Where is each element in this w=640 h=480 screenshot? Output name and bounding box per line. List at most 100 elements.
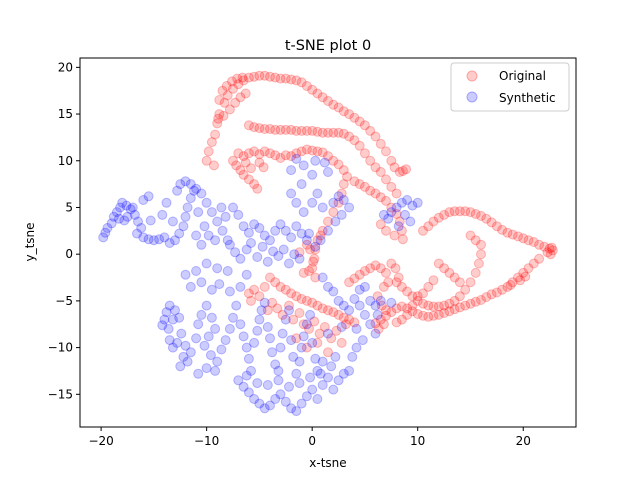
data-point-original [513,231,523,242]
data-point-original [333,102,344,113]
data-point-original [372,291,383,302]
data-point-synthetic [231,300,242,311]
data-point-original [288,314,299,325]
data-point-original [309,316,320,327]
data-point-synthetic [191,333,202,344]
data-point-synthetic [222,266,233,276]
data-point-synthetic [254,223,265,233]
y-tick-label: −10 [48,341,73,355]
data-point-synthetic [347,351,358,362]
data-point-original [291,75,302,86]
legend-marker-original [466,70,478,82]
data-point-synthetic [143,234,154,245]
points-layer [98,70,558,417]
data-point-original [291,125,302,136]
data-point-original [265,71,275,82]
data-point-original [265,148,275,159]
data-point-synthetic [280,314,291,325]
data-point-synthetic [286,403,297,414]
data-point-original [412,309,423,319]
data-point-original [243,148,254,159]
data-point-original [307,145,318,156]
data-point-synthetic [359,309,370,320]
data-point-synthetic [206,207,217,218]
data-point-original [312,146,323,157]
data-point-synthetic [185,281,196,292]
data-point-synthetic [170,305,180,316]
data-point-original [444,267,455,278]
data-point-synthetic [291,221,302,232]
data-point-synthetic [280,225,291,236]
data-point-synthetic [354,284,365,295]
data-point-original [433,212,444,223]
data-point-original [275,153,286,163]
data-point-original [365,125,376,136]
x-axis-label: x-tsne [309,456,346,470]
data-point-original [375,192,386,203]
data-point-original [518,267,529,278]
data-point-original [328,99,339,110]
data-point-synthetic [189,185,199,196]
data-point-synthetic [270,359,281,370]
data-point-synthetic [174,312,185,323]
data-point-original [449,206,460,217]
data-point-synthetic [191,266,202,276]
data-point-synthetic [317,380,328,390]
data-point-synthetic [102,223,113,233]
data-point-synthetic [310,241,321,252]
data-point-original [301,81,312,91]
data-point-original [333,309,344,320]
data-point-original [476,295,486,305]
data-point-original [507,277,518,288]
data-point-original [428,216,439,227]
data-point-original [513,272,523,283]
data-point-original [259,281,270,292]
data-point-synthetic [121,200,132,211]
data-point-original [230,97,241,108]
data-point-synthetic [233,209,244,220]
data-point-original [286,288,297,299]
data-point-synthetic [241,342,252,353]
data-point-synthetic [238,381,249,392]
data-point-original [396,301,407,312]
data-point-synthetic [167,342,178,353]
data-point-synthetic [298,331,309,342]
data-point-original [412,291,423,302]
data-point-synthetic [161,307,172,318]
data-point-original [391,303,402,314]
data-point-synthetic [291,197,302,208]
data-point-original [238,151,249,162]
data-point-original [233,148,244,159]
data-point-original [470,209,481,219]
data-point-original [259,146,270,157]
data-point-synthetic [386,297,397,308]
data-point-synthetic [344,365,355,376]
data-point-original [433,258,444,269]
data-point-original [344,131,355,142]
data-point-original [534,253,545,264]
data-point-original [383,277,394,288]
data-point-synthetic [307,169,318,180]
data-point-original [486,217,497,228]
data-point-synthetic [235,253,246,264]
data-point-original [359,181,370,192]
data-point-synthetic [216,344,227,355]
data-point-original [272,303,283,314]
y-tick-label: 15 [58,107,73,121]
data-point-original [454,291,465,302]
data-point-synthetic [328,286,339,297]
data-point-synthetic [191,183,202,194]
data-point-synthetic [246,238,256,248]
data-point-original [317,127,328,138]
data-point-synthetic [212,356,223,367]
data-point-original [233,79,244,90]
data-point-original [378,281,389,292]
data-point-synthetic [164,300,175,311]
data-point-original [246,295,256,306]
data-point-synthetic [143,191,154,202]
plot-frame [79,57,577,428]
data-point-original [258,162,269,173]
data-point-synthetic [284,305,294,316]
data-point-original [491,221,502,232]
data-point-original [203,146,214,157]
